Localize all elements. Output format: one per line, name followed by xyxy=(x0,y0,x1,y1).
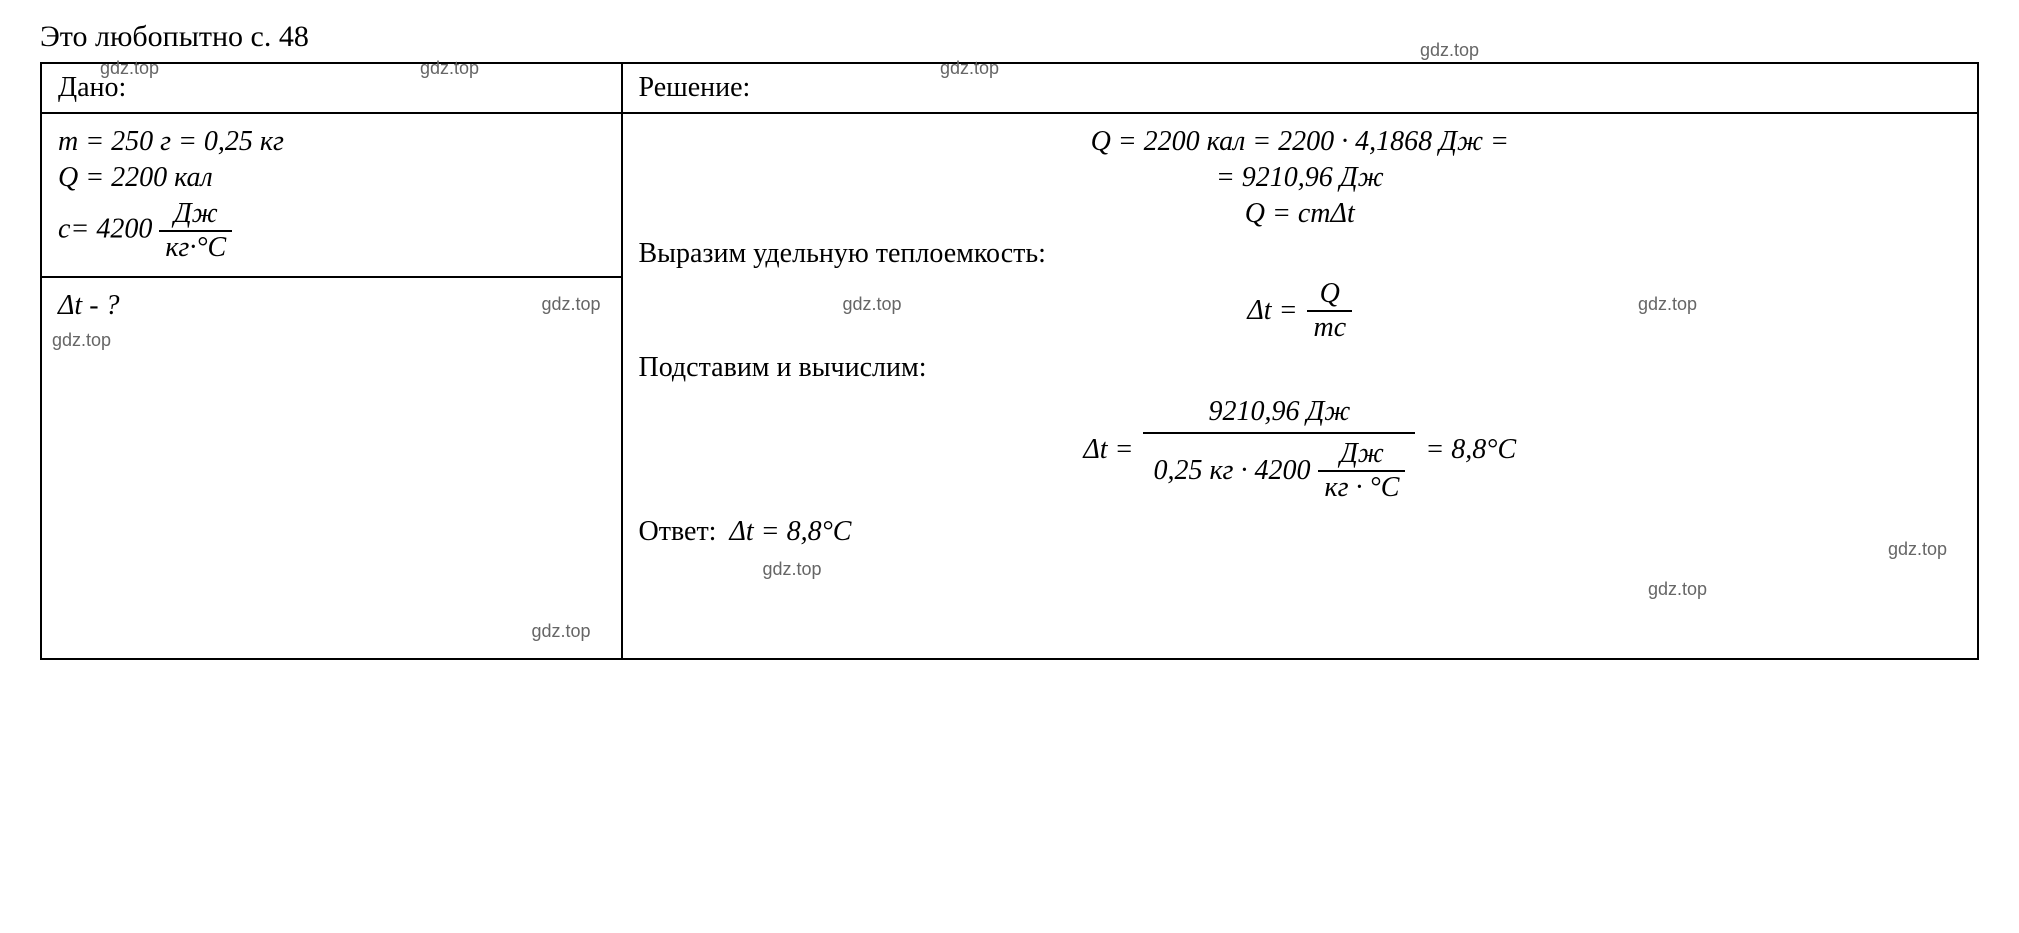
given-c-prefix: с= 4200 xyxy=(58,213,152,244)
watermark: gdz.top xyxy=(1420,40,1479,61)
express-text: Выразим удельную теплоемкость: xyxy=(639,238,1962,270)
watermark: gdz.top xyxy=(531,621,590,642)
given-column: Дано: m = 250 г = 0,25 кг Q = 2200 кал с… xyxy=(42,64,623,658)
given-label: Дано: xyxy=(58,72,126,103)
given-heat: Q = 2200 кал xyxy=(58,162,605,194)
watermark: gdz.top xyxy=(763,559,822,580)
given-c-unit: Дж кг·°C xyxy=(159,198,232,264)
calc-den: 0,25 кг · 4200 Дж кг · °C xyxy=(1143,434,1415,508)
formula-den: mc xyxy=(1307,312,1352,344)
calc-fraction: 9210,96 Дж 0,25 кг · 4200 Дж кг · °C xyxy=(1143,392,1415,508)
watermark: gdz.top xyxy=(1888,539,1947,560)
solution-line2: Q = cmΔt xyxy=(639,198,1962,230)
substitute-text: Подставим и вычислим: xyxy=(639,352,1962,384)
calc-row: Δt = 9210,96 Дж 0,25 кг · 4200 Дж кг · °… xyxy=(639,392,1962,508)
header-title: Это любопытно с. 48 xyxy=(40,20,309,54)
calc-den-unit-num: Дж xyxy=(1318,438,1405,472)
solution-label: Решение: xyxy=(639,72,751,103)
given-data-cell: m = 250 г = 0,25 кг Q = 2200 кал с= 4200… xyxy=(42,114,621,278)
solution-body: Q = 2200 кал = 2200 · 4,1868 Дж = = 9210… xyxy=(623,114,1978,658)
solution-line1b: = 9210,96 Дж xyxy=(639,162,1962,194)
watermark: gdz.top xyxy=(1648,579,1707,600)
formula-fraction: Q mc xyxy=(1307,278,1352,344)
problem-table: Дано: m = 250 г = 0,25 кг Q = 2200 кал с… xyxy=(40,62,1979,660)
watermark: gdz.top xyxy=(52,330,111,351)
answer-row: Ответ: Δt = 8,8°C xyxy=(639,516,1962,548)
given-c-unit-den: кг·°C xyxy=(159,232,232,264)
calc-lhs: Δt = xyxy=(1083,434,1133,466)
formula-row: Δt = Q mc xyxy=(639,278,1962,344)
solution-column: Решение: Q = 2200 кал = 2200 · 4,1868 Дж… xyxy=(623,64,1978,658)
solution-line1a: Q = 2200 кал = 2200 · 4,1868 Дж = xyxy=(639,126,1962,158)
calc-den-unit-den: кг · °C xyxy=(1318,472,1405,504)
solution-header-cell: Решение: xyxy=(623,64,1978,114)
calc-result: = 8,8°C xyxy=(1425,434,1516,466)
page-header: Это любопытно с. 48 gdz.top gdz.top gdz.… xyxy=(40,20,1979,54)
calc-num: 9210,96 Дж xyxy=(1143,392,1415,434)
find-cell: Δt - ? gdz.top gdz.top gdz.top xyxy=(42,278,621,658)
watermark: gdz.top xyxy=(843,294,902,315)
calc-den-unit: Дж кг · °C xyxy=(1318,438,1405,504)
watermark: gdz.top xyxy=(541,294,600,315)
formula-lhs: Δt = xyxy=(1247,295,1297,327)
calc-den-prefix: 0,25 кг · 4200 xyxy=(1153,455,1310,487)
formula-num: Q xyxy=(1307,278,1352,312)
answer-value: Δt = 8,8°C xyxy=(729,516,851,547)
given-mass: m = 250 г = 0,25 кг xyxy=(58,126,605,158)
given-c: с= 4200 Дж кг·°C xyxy=(58,198,605,264)
given-c-unit-num: Дж xyxy=(159,198,232,232)
given-header-cell: Дано: xyxy=(42,64,621,114)
watermark: gdz.top xyxy=(1638,294,1697,315)
answer-label: Ответ: xyxy=(639,516,717,547)
find-variable: Δt - ? xyxy=(58,290,605,322)
